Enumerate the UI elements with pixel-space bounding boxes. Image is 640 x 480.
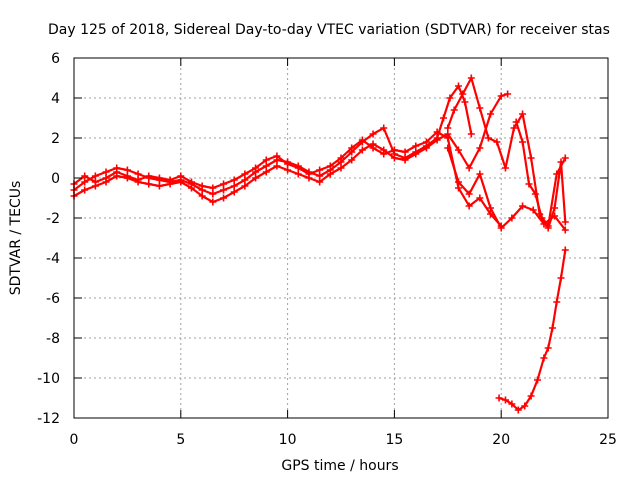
y-tick-label: -10 (37, 371, 60, 387)
data-point (528, 155, 535, 162)
chart-title: Day 125 of 2018, Sidereal Day-to-day VTE… (48, 22, 610, 38)
data-point (476, 105, 483, 112)
data-point (156, 183, 163, 190)
data-point (553, 299, 560, 306)
data-point (444, 125, 451, 132)
data-point (209, 191, 216, 198)
x-tick-label: 10 (279, 432, 297, 448)
data-point (316, 167, 323, 174)
x-tick-label: 0 (70, 432, 79, 448)
data-point (562, 219, 569, 226)
data-point (540, 355, 547, 362)
data-point (562, 247, 569, 254)
grid-lines (74, 58, 608, 418)
data-point (558, 275, 565, 282)
plot-frame (74, 58, 608, 418)
data-point (493, 139, 500, 146)
data-point (135, 171, 142, 178)
x-axis-label: GPS time / hours (281, 458, 398, 474)
axis-ticks: -12 -10 -8 -6 -4 -2 0 2 4 6 0 5 10 15 20 25 (37, 51, 617, 448)
y-tick-label: -4 (46, 251, 60, 267)
data-point (496, 395, 503, 402)
y-tick-label: 4 (51, 91, 60, 107)
x-tick-label: 15 (385, 432, 403, 448)
data-point (440, 115, 447, 122)
data-point (519, 139, 526, 146)
data-point (284, 167, 291, 174)
data-point (485, 135, 492, 142)
y-tick-label: -6 (46, 291, 60, 307)
data-point (124, 167, 131, 174)
data-point (145, 181, 152, 188)
data-point (295, 171, 302, 178)
y-tick-label: -8 (46, 331, 60, 347)
series-layer (71, 75, 569, 414)
series-trace-g (496, 247, 569, 414)
y-tick-label: 0 (51, 171, 60, 187)
series-trace-f (513, 119, 569, 232)
data-point (209, 185, 216, 192)
x-tick-label: 20 (492, 432, 510, 448)
data-point (468, 131, 475, 138)
data-point (549, 325, 556, 332)
x-tick-label: 25 (599, 432, 617, 448)
y-axis-label: SDTVAR / TECUs (8, 181, 24, 296)
data-point (103, 169, 110, 176)
data-point (545, 345, 552, 352)
data-point (504, 91, 511, 98)
series-line (499, 250, 565, 410)
series-line (74, 94, 508, 202)
data-point (220, 187, 227, 194)
data-point (461, 99, 468, 106)
y-tick-label: 2 (51, 131, 60, 147)
y-tick-label: 6 (51, 51, 60, 67)
x-tick-label: 5 (176, 432, 185, 448)
chart-canvas: Day 125 of 2018, Sidereal Day-to-day VTE… (0, 0, 640, 480)
data-point (502, 165, 509, 172)
y-tick-label: -12 (37, 411, 60, 427)
y-tick-label: -2 (46, 211, 60, 227)
data-point (220, 181, 227, 188)
